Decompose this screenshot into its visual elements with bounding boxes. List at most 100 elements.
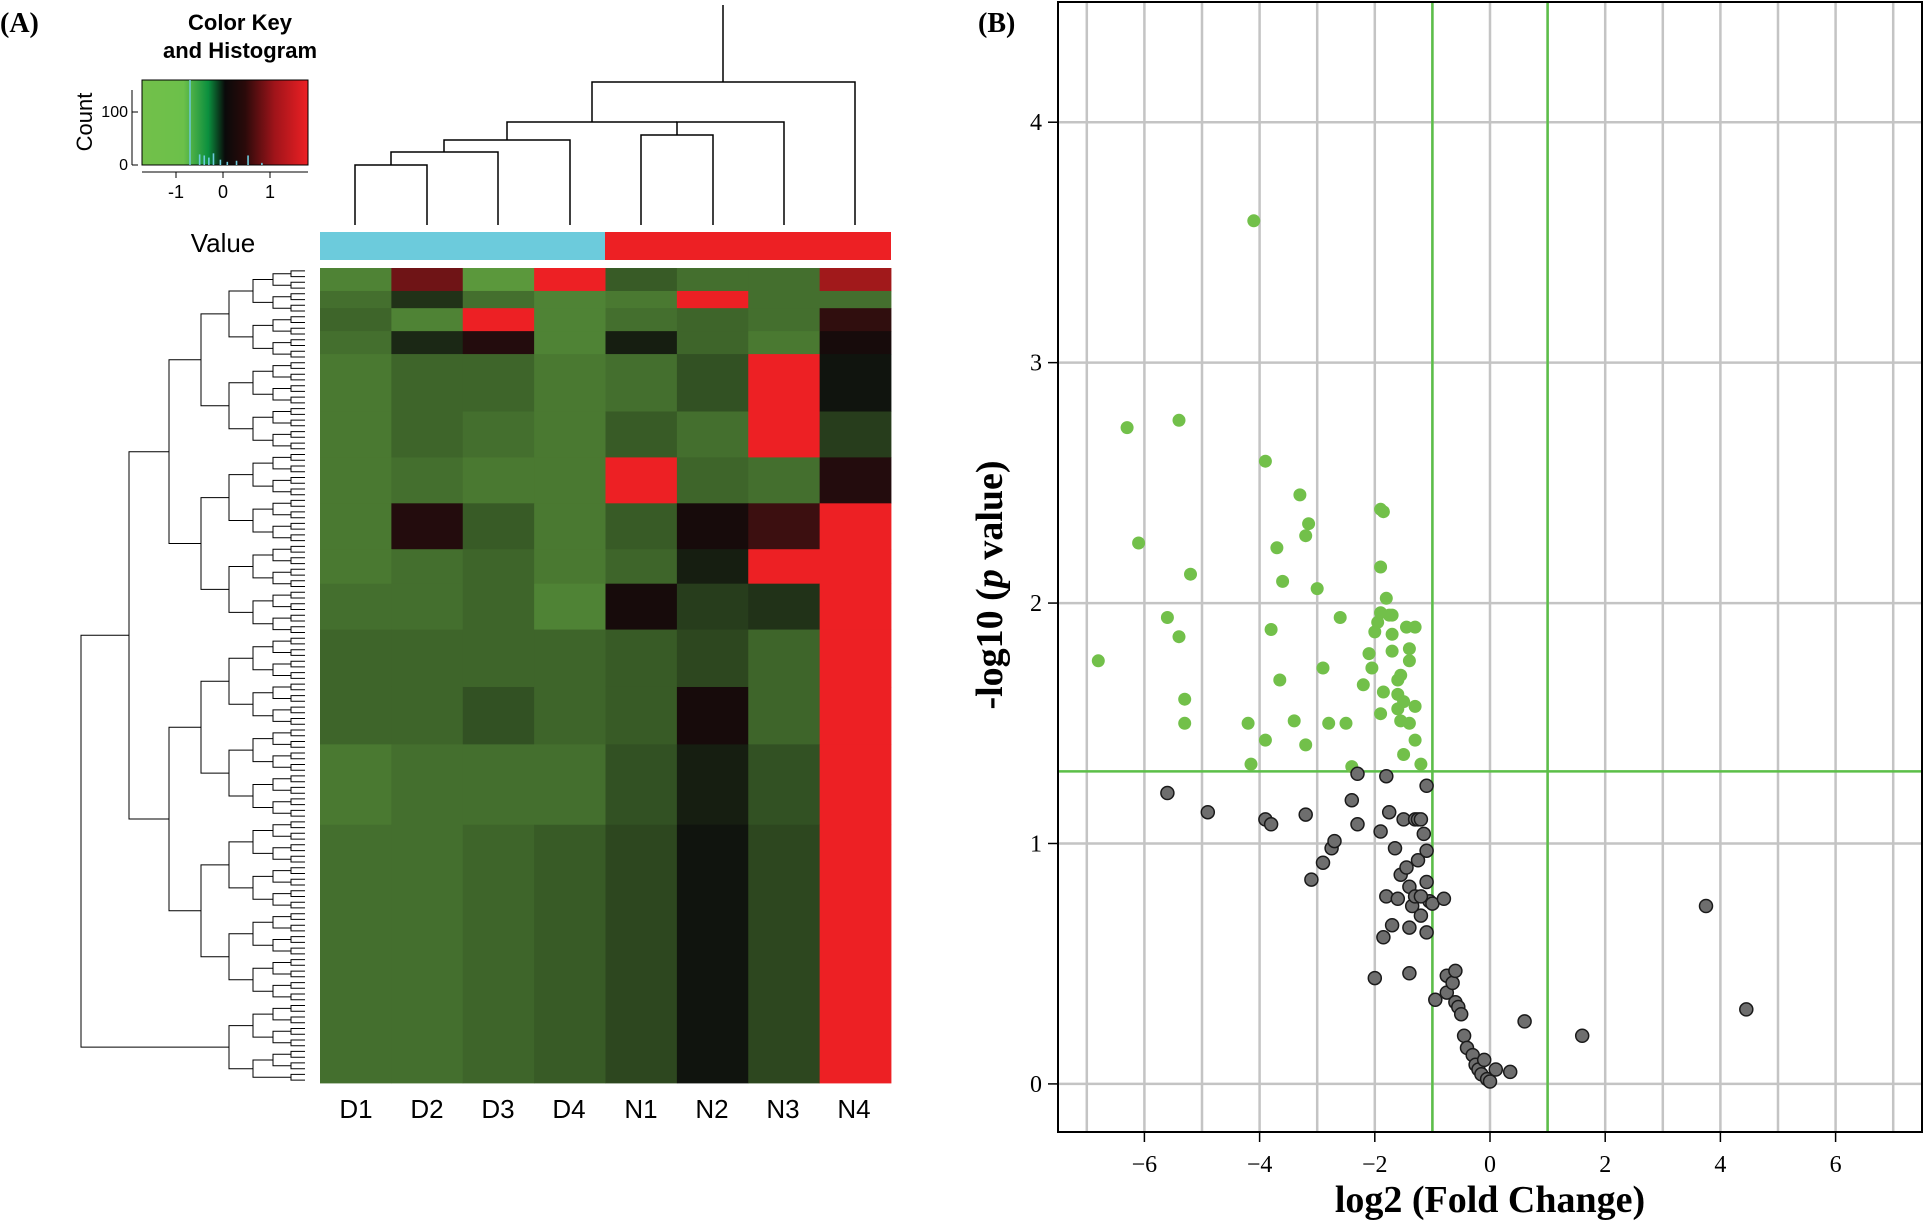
heatmap-cell <box>320 744 392 826</box>
heatmap-cell <box>605 686 678 745</box>
key-xlabel: Value <box>191 228 256 258</box>
heatmap-cell <box>676 686 749 745</box>
heatmap-cell <box>605 824 678 1084</box>
row-dendrogram-branch <box>252 921 273 946</box>
row-dendrogram-branch <box>290 649 305 656</box>
heatmap-cell <box>748 457 821 504</box>
point-significant <box>1302 517 1316 531</box>
row-dendrogram-branch <box>200 680 229 774</box>
row-dendrogram-branch <box>252 279 273 303</box>
row-dendrogram-branch <box>290 603 305 610</box>
heatmap-cell <box>534 503 606 550</box>
point-significant <box>1402 654 1416 668</box>
point-significant <box>1310 582 1324 596</box>
row-dendrogram-branch <box>200 864 229 958</box>
heatmap-cell <box>462 457 535 504</box>
x-tick-label: 4 <box>1714 1152 1726 1178</box>
volcano-ylabel-p: p <box>969 569 1011 591</box>
heatmap-cell <box>462 308 535 332</box>
row-dendrogram-branch <box>290 281 305 289</box>
point-not-significant <box>1453 1006 1469 1022</box>
key-xtick-label-neg1: -1 <box>168 182 184 202</box>
point-significant <box>1365 661 1379 675</box>
heatmap-cell <box>605 354 678 412</box>
heatmap-cell <box>391 457 464 504</box>
row-dendrogram-branch <box>290 580 305 587</box>
point-not-significant <box>1263 817 1279 832</box>
heatmap-cell <box>748 331 821 355</box>
heatmap-cell <box>391 308 464 332</box>
row-dendrogram-branch <box>290 718 305 725</box>
row-dendrogram-branch <box>290 350 305 358</box>
point-not-significant <box>1436 891 1452 907</box>
point-significant <box>1408 699 1422 713</box>
sample-label-d3: D3 <box>481 1094 514 1124</box>
row-dendrogram-branch <box>290 798 305 806</box>
panel-a: (A) Color Key and Histogram 0 100 Count <box>0 5 892 1124</box>
point-not-significant <box>1298 807 1313 822</box>
heatmap-cell <box>320 549 392 585</box>
row-dendrogram-branch <box>200 313 229 407</box>
row-dendrogram-branch <box>290 1073 305 1081</box>
row-dendrogram-branch <box>290 591 305 599</box>
heatmap-cell <box>391 290 464 309</box>
row-dendrogram-branch <box>272 824 291 837</box>
heatmap-cell <box>462 686 535 745</box>
volcano-ylabel: -log10 (p value) <box>969 460 1011 709</box>
color-key-histogram <box>198 153 263 165</box>
row-dendrogram-branch <box>168 726 201 912</box>
row-dendrogram-branch <box>290 706 305 714</box>
y-tick-label: 4 <box>1030 110 1042 136</box>
row-dendrogram-branch <box>272 1053 291 1067</box>
row-dendrogram-branch <box>290 1005 305 1012</box>
row-dendrogram-branch <box>228 474 253 521</box>
heatmap-cell <box>748 583 821 630</box>
row-dendrogram-branch <box>128 451 169 820</box>
point-not-significant <box>1402 920 1417 935</box>
heatmap-cell <box>391 411 464 458</box>
row-dendrogram-branch <box>272 571 291 585</box>
row-dendrogram-branch <box>272 411 291 424</box>
row-dendrogram-branch <box>272 342 291 355</box>
row-dendrogram-branch <box>252 416 273 441</box>
heatmap-cell <box>320 686 392 745</box>
heatmap-cell <box>462 354 535 412</box>
heatmap-cell <box>534 549 606 585</box>
row-dendrogram-branch <box>272 686 291 699</box>
point-not-significant <box>1376 930 1391 945</box>
row-dendrogram-branch <box>290 821 305 829</box>
heatmap-cell <box>819 354 892 412</box>
point-significant <box>1397 748 1411 761</box>
row-dendrogram-branch <box>290 465 305 473</box>
point-significant <box>1333 611 1347 624</box>
heatmap-cell <box>462 629 535 688</box>
point-significant <box>1120 421 1134 435</box>
heatmap-cell <box>605 503 678 550</box>
row-dendrogram-branch <box>80 634 229 1048</box>
point-significant <box>1322 716 1336 730</box>
point-significant <box>1339 716 1353 730</box>
point-not-significant <box>1327 833 1342 849</box>
point-significant <box>1091 654 1105 668</box>
row-dendrogram-branch <box>290 683 305 691</box>
heatmap-cell <box>462 503 535 550</box>
group-bar-d <box>320 232 605 260</box>
row-dendrogram-branch <box>272 709 291 722</box>
heatmap-cell <box>748 549 821 585</box>
heatmap-cell <box>748 629 821 688</box>
heatmap-cell <box>534 583 606 630</box>
row-dendrogram-branch <box>200 497 229 590</box>
heatmap-cell <box>819 686 892 745</box>
row-dendrogram-branch <box>228 566 253 613</box>
heatmap-cell <box>391 629 464 688</box>
volcano-grid <box>1058 2 1922 1132</box>
heatmap-cell <box>320 268 392 292</box>
heatmap <box>320 268 892 1084</box>
point-significant <box>1376 685 1390 699</box>
row-dendrogram-branch <box>290 499 305 507</box>
point-significant <box>1178 716 1192 730</box>
point-not-significant <box>1402 966 1417 981</box>
point-significant <box>1172 413 1186 427</box>
heatmap-cell <box>462 411 535 458</box>
point-not-significant <box>1413 889 1429 904</box>
